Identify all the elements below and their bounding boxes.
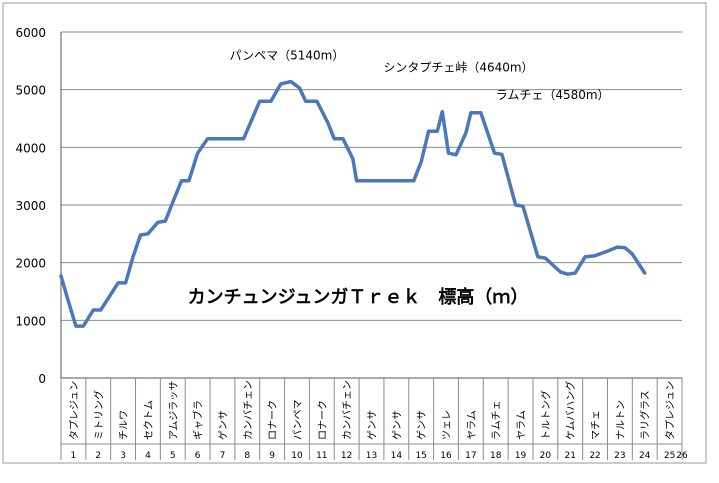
chart-title: カンチュンジュンガＴｒｅｋ 標高（ｍ）	[188, 286, 529, 308]
place-label: ゲンサ	[217, 410, 229, 440]
y-tick-label: 1000	[15, 314, 46, 328]
day-number-label: 2	[95, 451, 101, 461]
day-number-label: 8	[244, 451, 250, 461]
day-number-label: 20	[540, 451, 552, 461]
elevation-series-line	[59, 79, 647, 328]
y-tick-label: 5000	[15, 84, 46, 98]
day-number-label: 21	[564, 451, 575, 461]
place-label: ゲンサ	[416, 410, 428, 440]
day-number-label: 25	[664, 451, 675, 461]
place-label: ゲンサ	[391, 410, 403, 440]
place-label: ツェレ	[442, 410, 453, 440]
place-label: パンペマ	[292, 400, 304, 441]
y-tick-label: 2000	[15, 257, 46, 271]
place-label: ヤラム	[466, 410, 478, 440]
y-tick-label: 4000	[15, 141, 46, 155]
place-label: チルワ	[118, 410, 130, 440]
y-tick-label: 6000	[15, 26, 46, 40]
place-label: タプレジュン	[68, 381, 80, 440]
day-number-label: 24	[639, 451, 651, 461]
day-number-label: 17	[465, 451, 476, 461]
day-number-label: 6	[195, 451, 201, 461]
x-axis: 1 2 3 4 5 6 7 8 9 10 11 12 13 14 15 16 17 18 19 20 21 22 23 24 2…	[60, 378, 688, 461]
day-number-label: 10	[291, 451, 303, 461]
day-number-label: 4	[145, 451, 151, 461]
chart-border	[2, 2, 707, 464]
place-label: アムジラッサ	[168, 381, 180, 440]
place-label: ロナーク	[317, 400, 329, 440]
day-number-label: 11	[316, 451, 327, 461]
place-label: ラリグラス	[639, 390, 652, 440]
day-number-label: 18	[490, 451, 502, 461]
place-label: マチェ	[590, 410, 602, 440]
place-label: ミトリング	[92, 390, 105, 440]
day-number-label: 16	[440, 451, 452, 461]
day-number-label: 3	[120, 451, 126, 461]
day-number-label: 26	[676, 451, 688, 461]
day-number-label: 9	[269, 451, 275, 461]
day-number-label: 19	[515, 451, 527, 461]
peak-annotation: ラムチェ（4580m）	[496, 88, 610, 102]
y-axis-ticks: 0 1000 2000 3000 4000 5000 6000	[15, 26, 46, 386]
place-label: ゲンサ	[367, 410, 379, 440]
place-label: カンバチェン	[342, 380, 354, 440]
day-number-label: 22	[589, 451, 600, 461]
day-number-label: 13	[366, 451, 377, 461]
peak-annotation: パンペマ（5140m）	[230, 49, 345, 63]
gridlines	[60, 31, 682, 379]
place-label: セクトム	[143, 400, 155, 440]
day-number-label: 5	[170, 451, 176, 461]
series-layer	[59, 79, 647, 328]
annotations: パンペマ（5140m） シンタプチェ峠（4640m） ラムチェ（4580m）	[230, 49, 610, 102]
place-label: カンバチェン	[242, 380, 254, 440]
peak-annotation: シンタプチェ峠（4640m）	[383, 59, 533, 74]
place-label: ロナーク	[267, 400, 279, 440]
y-tick-label: 0	[38, 372, 46, 386]
day-number-label: 14	[391, 451, 403, 461]
day-number-label: 1	[71, 451, 77, 461]
y-tick-label: 3000	[15, 199, 46, 213]
day-number-label: 23	[614, 451, 625, 461]
day-number-label: 7	[220, 451, 226, 461]
place-label: ヤラム	[516, 410, 528, 440]
place-label: ケムバハング	[564, 381, 577, 440]
place-label: ギャブラ	[192, 400, 205, 440]
place-label: トルトング	[539, 390, 552, 440]
day-number-label: 12	[341, 451, 352, 461]
place-label: ラムチェ	[491, 400, 503, 440]
place-label: タプレジュン	[665, 381, 677, 440]
place-label: ナルトン	[615, 400, 627, 440]
day-number-label: 15	[415, 451, 426, 461]
